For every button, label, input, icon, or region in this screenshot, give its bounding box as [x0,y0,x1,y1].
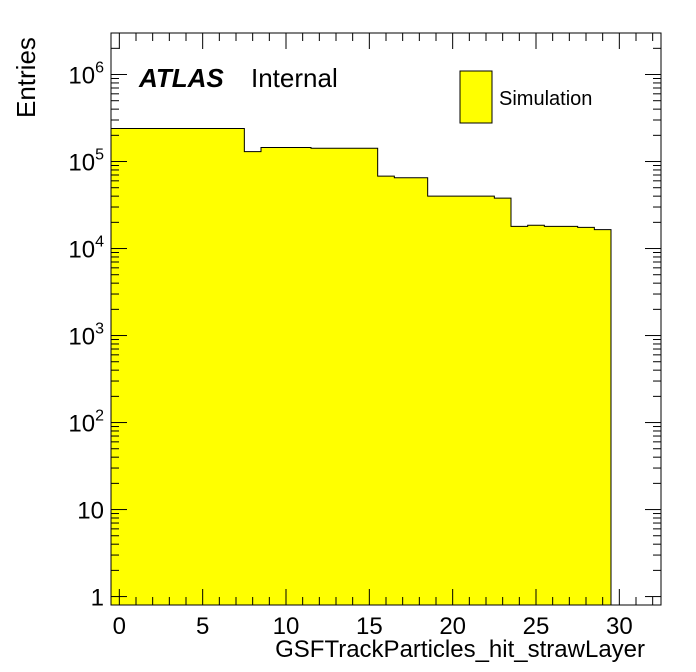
histogram-bar [144,128,162,606]
histogram-bar [544,226,562,606]
histogram-bar [427,196,445,606]
x-tick-label: 25 [523,613,550,640]
histogram-bars [110,127,612,606]
histogram-bar [594,229,612,605]
histogram-bar [261,147,279,605]
legend-label-simulation: Simulation [499,88,592,110]
histogram-bar [194,128,212,606]
atlas-label: ATLAS [138,63,224,93]
x-tick-label: 10 [273,613,300,640]
histogram-bar [327,148,345,606]
tick-marks [111,32,661,605]
histogram-bar [461,196,479,606]
y-axis-label: Entries [11,37,41,118]
x-tick-label: 5 [196,613,209,640]
histogram-bar [161,128,179,606]
histogram-bar [127,128,145,606]
x-tick-label: 20 [439,613,466,640]
y-tick-label: 102 [68,408,104,438]
histogram-bar [311,148,329,606]
y-tick-label: 106 [68,60,104,90]
histogram-bar [294,147,312,605]
histogram-bar [277,147,295,605]
x-tick-label: 30 [606,613,633,640]
histogram-outline [110,127,612,605]
histogram-bar [477,196,495,606]
histogram-bar [377,176,395,605]
histogram-bar [244,151,262,605]
histogram-bar [527,225,545,606]
histogram-bar [177,128,195,606]
y-tick-label: 1 [91,585,104,612]
legend-swatch-simulation [459,70,493,124]
y-tick-label: 104 [68,234,104,264]
x-tick-label: 15 [356,613,383,640]
histogram-bar [344,148,362,606]
histogram-bar [394,177,412,605]
tick-labels: 0 5 10 15 20 25 30 1 10 102 103 104 105 106 [68,60,632,640]
x-axis-label: GSFTrackParticles_hit_strawLayer [275,636,645,663]
histogram-bar [361,148,379,606]
histogram-bar [227,128,245,606]
atlas-status-label: Internal [251,63,338,93]
histogram-bar [411,177,429,605]
y-tick-label: 10 [77,498,104,525]
histogram-bar [111,128,129,606]
y-tick-label: 103 [68,321,104,351]
histogram-bar [494,198,512,605]
histogram-bar [211,128,229,606]
histogram-bar [577,227,595,606]
histogram-bar [511,226,529,606]
histogram-bar [444,196,462,606]
y-tick-label: 105 [68,147,104,177]
histogram-bar [561,226,579,606]
x-tick-label: 0 [113,613,126,640]
